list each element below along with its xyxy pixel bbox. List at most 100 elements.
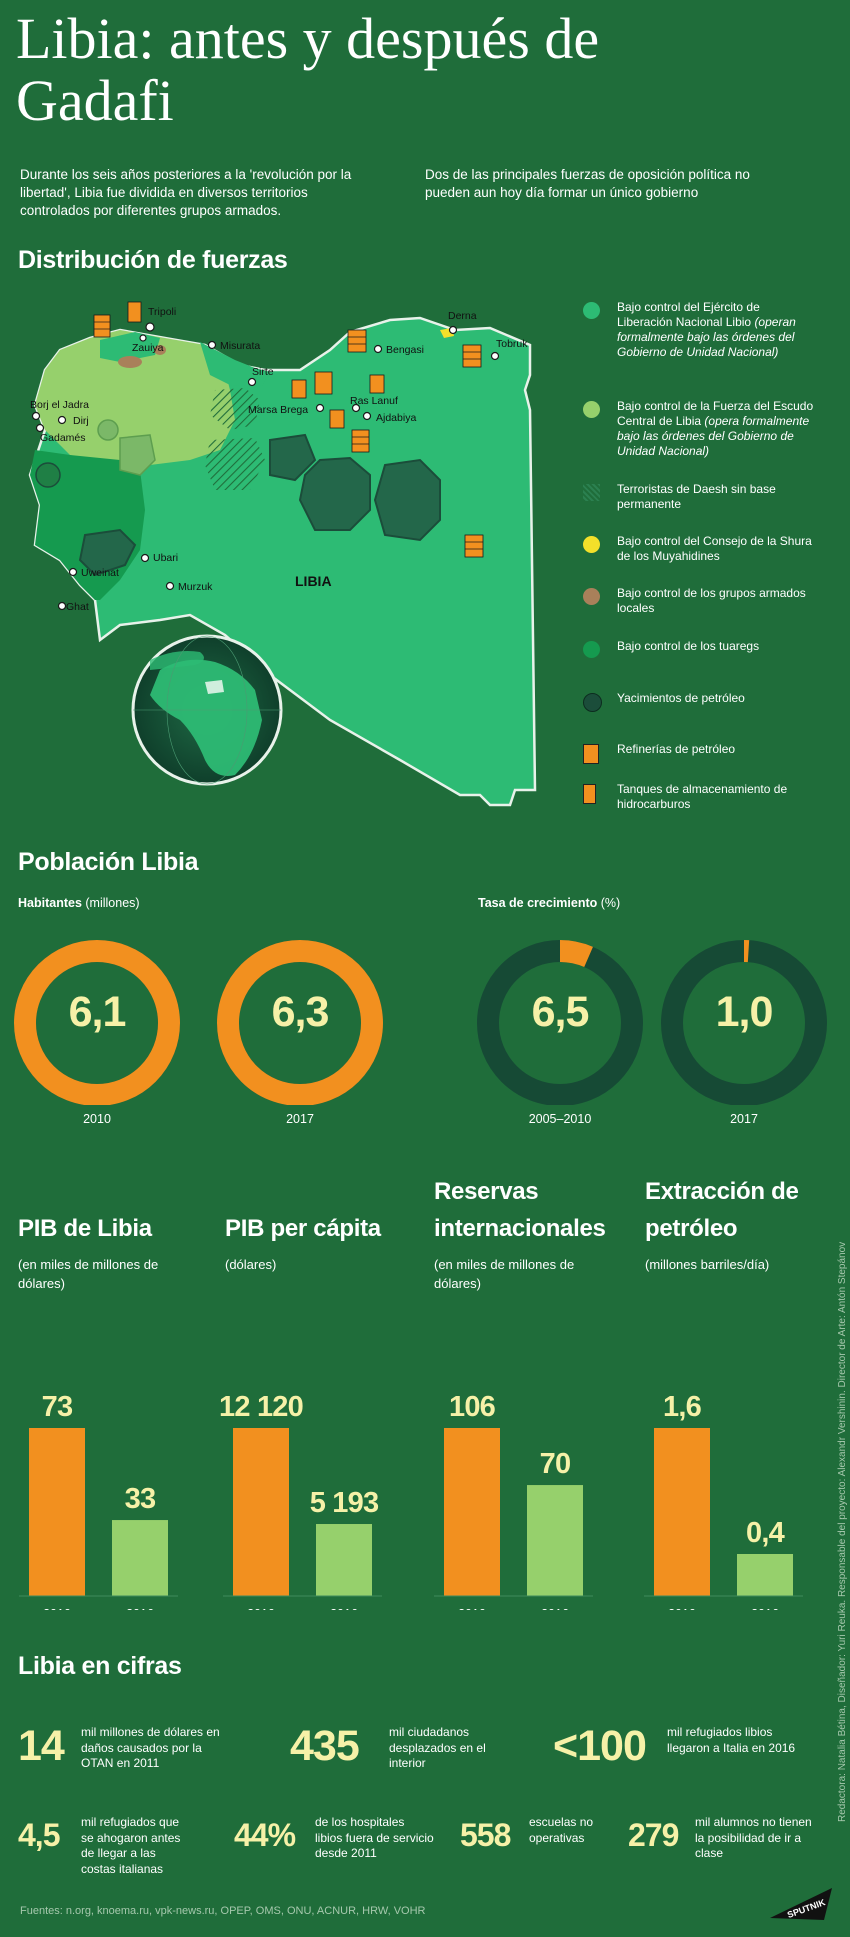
hatch-swatch	[583, 484, 600, 501]
bar-2010	[233, 1428, 289, 1596]
bar-2016	[527, 1485, 583, 1596]
bar-year-label: 2010	[43, 1607, 71, 1610]
bar-year-label: 2010	[458, 1607, 486, 1610]
intro-right: Dos de las principales fuerzas de oposic…	[425, 167, 750, 200]
bar-year-label: 2010	[247, 1607, 275, 1610]
bar-value-label: 0,4	[746, 1517, 785, 1549]
bar-value-label: 106	[449, 1391, 496, 1423]
city-label: Ghat	[66, 601, 89, 613]
city-label: Uweinat	[81, 567, 119, 579]
bar-value-label: 5 193	[310, 1487, 379, 1519]
city-label: Bengasi	[386, 344, 424, 356]
city-label: Zauiya	[132, 342, 164, 354]
figure-number: 558	[460, 1817, 511, 1853]
city-label: Ras Lanuf	[350, 395, 398, 407]
city-label: Derna	[448, 310, 477, 322]
legend-swatch	[583, 536, 600, 553]
bar-year-label: 2010	[668, 1607, 696, 1610]
escudo-central-territory	[35, 330, 235, 465]
ring-fill	[477, 940, 643, 1105]
chart-title: Extracción de petróleo	[645, 1178, 799, 1242]
bar-year-label: 2016	[126, 1607, 154, 1610]
ring-year: 2005–2010	[528, 1112, 592, 1126]
city-label: Ajdabiya	[376, 412, 416, 424]
ring-value: 6,5	[531, 988, 590, 1036]
population-title: Población Libia	[18, 848, 199, 876]
legend-swatch	[583, 588, 600, 605]
legend-swatch	[583, 302, 600, 319]
figure-number: 14	[18, 1722, 65, 1770]
figure-number: 279	[628, 1817, 679, 1853]
city-label: Ubari	[153, 552, 178, 564]
ring-value: 1,0	[715, 988, 774, 1036]
chart-subtitle: (millones barriles/día)	[645, 1257, 770, 1272]
city-label: Marsa Brega	[248, 404, 308, 416]
ring-year: 2010	[83, 1112, 111, 1126]
figure-text: mil alumnos no tienen la posibilidad de …	[695, 1815, 812, 1860]
country-label: LIBIA	[295, 573, 332, 589]
credits-vertical: Redactora: Natalia Bétina, Diseñador: Yu…	[837, 1241, 848, 1822]
figure-text: mil ciudadanos desplazados en el interio…	[389, 1725, 486, 1770]
city-label: Borj el Jadra	[30, 399, 89, 411]
libya-map: Tripoli Zauiya Misurata Derna Bengasi To…	[28, 301, 537, 807]
city-label: Tripoli	[148, 306, 176, 318]
local-groups-zone	[118, 356, 142, 368]
ring-fill	[217, 940, 383, 1105]
ring-year: 2017	[730, 1112, 758, 1126]
bar-value-label: 33	[125, 1483, 156, 1515]
globe-inset	[131, 634, 283, 786]
sputnik-logo: SPUTNIK	[770, 1888, 832, 1920]
bar-2016	[316, 1524, 372, 1596]
ring-chart	[477, 940, 643, 1105]
refinery-icon	[583, 744, 599, 764]
oil-field	[298, 456, 371, 531]
city-label: Gadamés	[40, 432, 86, 444]
chart-subtitle: (dólares)	[225, 1257, 277, 1272]
bar-value-label: 1,6	[663, 1391, 702, 1423]
bar-2010	[29, 1428, 85, 1596]
ring-chart	[661, 940, 827, 1105]
intro-left: Durante los seis años posteriores a la '…	[20, 167, 352, 218]
figure-number: 435	[290, 1722, 360, 1770]
ring-fill	[14, 940, 180, 1105]
chart-title: PIB de Libia	[18, 1215, 152, 1242]
chart-title: PIB per cápita	[225, 1215, 381, 1242]
legend-swatch	[583, 641, 600, 658]
bar-2010	[444, 1428, 500, 1596]
figure-text: mil millones de dólares en daños causado…	[81, 1725, 220, 1770]
figures-title: Libia en cifras	[18, 1652, 182, 1680]
city-label: Tobruk	[496, 338, 528, 350]
bar-value-label: 12 120	[219, 1391, 303, 1423]
bar-2016	[737, 1554, 793, 1596]
bar-value-label: 70	[540, 1448, 571, 1480]
figure-number: <100	[553, 1722, 647, 1770]
bar-year-label: 2016	[751, 1607, 779, 1610]
city-label: Murzuk	[178, 581, 213, 593]
figure-text: mil refugiados que se ahogaron antes de …	[81, 1815, 181, 1876]
daesh-zone	[210, 388, 260, 430]
figure-number: 44%	[234, 1817, 296, 1853]
figure-text: escuelas no operativas	[529, 1815, 594, 1845]
chart-title: Reservas internacionales	[434, 1178, 606, 1242]
habitantes-label: Habitantes (millones)	[18, 896, 140, 910]
chart-subtitle: (en miles de millones de dólares)	[18, 1257, 159, 1291]
bar-2016	[112, 1520, 168, 1596]
ring-chart	[14, 940, 180, 1105]
economy-bar-charts: 73 2010 33 2016 12 120 2010 5 193 2016 106 2010 70…	[19, 1391, 803, 1610]
city-label: Dirj	[73, 415, 89, 427]
figure-text: mil refugiados libios llegaron a Italia …	[667, 1725, 796, 1755]
bar-year-label: 2016	[330, 1607, 358, 1610]
city-label: Sirte	[252, 366, 274, 378]
chart-subtitle: (en miles de millones de dólares)	[434, 1257, 575, 1291]
sources-footer: Fuentes: n.org, knoema.ru, vpk-news.ru, …	[20, 1905, 426, 1917]
ring-value: 6,1	[68, 988, 127, 1036]
figure-text: de los hospitales libios fuera de servic…	[315, 1815, 434, 1860]
page-title: Libia: antes y después de Gadafi	[16, 6, 600, 133]
ring-chart	[217, 940, 383, 1105]
legend-swatch	[583, 401, 600, 418]
ring-fill	[661, 940, 827, 1105]
tasa-label: Tasa de crecimiento (%)	[478, 896, 621, 910]
figure-number: 4,5	[18, 1817, 60, 1853]
map-section-title: Distribución de fuerzas	[18, 246, 288, 274]
ring-year: 2017	[286, 1112, 314, 1126]
